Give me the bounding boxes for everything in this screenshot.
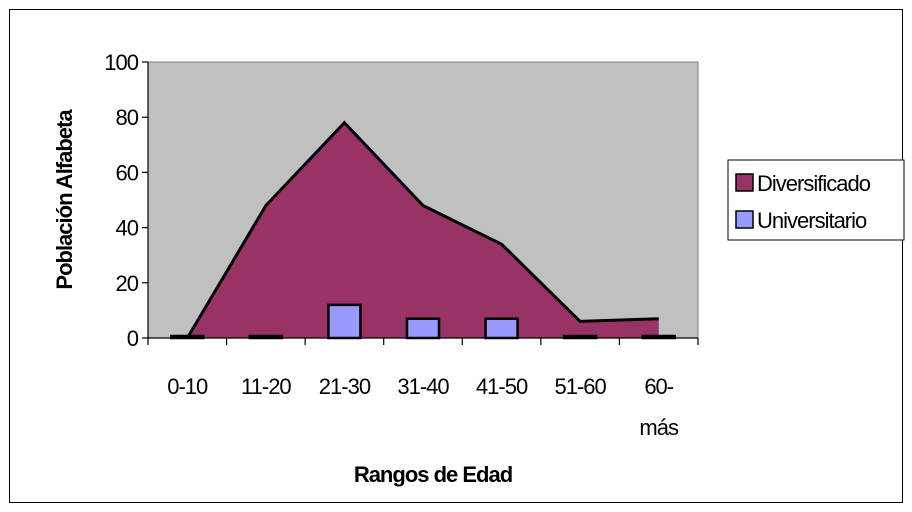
legend xyxy=(727,159,905,241)
x-tick-labels: 0-10 11-20 21-30 31-40 41-50 51-60 60-más xyxy=(167,374,680,440)
x-tick-label: 11-20 xyxy=(241,374,291,399)
bar-universitario-41-50 xyxy=(484,317,519,340)
bar-universitario-31-40 xyxy=(405,317,441,340)
legend-swatch-1 xyxy=(735,173,754,192)
x-axis-title: Rangos de Edad xyxy=(354,462,512,487)
legend-label-2: Universitario xyxy=(757,208,867,233)
area-series-layer xyxy=(186,120,659,339)
legend-entries: Diversificado Universitario xyxy=(735,171,872,233)
y-tick-label: 20 xyxy=(116,271,139,296)
area-diversificado-outline xyxy=(186,120,659,339)
x-tick-label: 21-30 xyxy=(319,374,371,399)
bar-universitario-21-30 xyxy=(327,303,362,340)
x-tick-label: 31-40 xyxy=(397,374,449,399)
y-tick-label: 40 xyxy=(116,216,139,241)
y-tick-labels: 0 20 40 60 80 100 xyxy=(104,50,139,351)
legend-label-1: Diversificado xyxy=(757,171,871,196)
y-tick-label: 80 xyxy=(116,105,139,130)
y-tick-label: 0 xyxy=(127,326,139,351)
x-tick-label: 41-50 xyxy=(476,374,528,399)
y-axis-title: Población Alfabeta xyxy=(52,109,77,290)
x-tick-label: 0-10 xyxy=(167,374,208,399)
y-tick-label: 60 xyxy=(116,160,139,185)
axes xyxy=(142,61,699,345)
legend-swatch-2 xyxy=(735,210,754,229)
x-tick-label: 51-60 xyxy=(555,374,607,399)
x-tick-label: 60-más xyxy=(639,374,679,440)
y-tick-label: 100 xyxy=(104,50,138,75)
